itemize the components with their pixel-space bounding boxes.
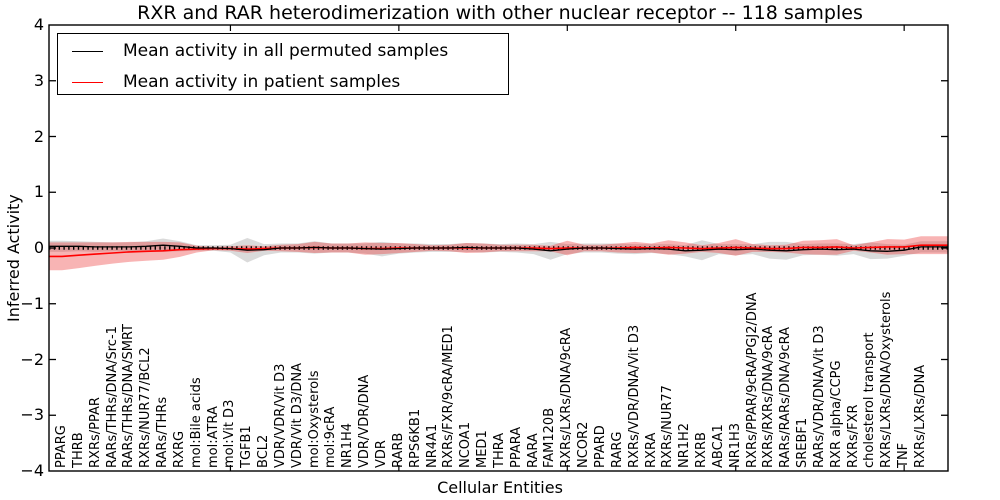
x-tick-label: NR4A1 [424, 423, 440, 468]
permuted-std-band [49, 238, 948, 263]
x-tick-label: PPARD [592, 425, 608, 468]
x-tick-label: RXRs/PPAR/9cRA/PGJ2/DNA [744, 292, 760, 469]
y-tick-label: 2 [33, 126, 44, 146]
y-tick-label: −4 [20, 461, 44, 480]
y-tick-label: −1 [20, 293, 44, 313]
y-tick-label: −2 [20, 349, 44, 369]
x-tick-label: RARs/THRs [155, 396, 171, 468]
y-tick-label: 4 [33, 15, 44, 34]
x-tick-label: mol:Vit D3 [222, 399, 238, 468]
x-tick-label: TNF [896, 442, 912, 468]
x-tick-label: mol:Oxysterols [306, 370, 322, 469]
x-tick-label: RARs/THRs/DNA/SMRT [121, 324, 137, 468]
legend-label: Mean activity in all permuted samples [123, 41, 449, 61]
x-tick-label: mol:ATRA [205, 406, 221, 468]
x-tick-label: RARs/VDR/DNA/Vit D3 [811, 325, 827, 468]
x-tick-label: RXRs/LXRs/DNA/Oxysterols [879, 291, 895, 468]
x-tick-label: RXRs/FXR/9cRA/MED1 [441, 325, 457, 468]
x-tick-label: RARA [525, 433, 541, 468]
x-tick-label: SREBF1 [795, 417, 811, 468]
x-tick-label: mol:Bile acids [188, 377, 204, 468]
y-tick-label: −3 [20, 405, 44, 425]
legend-entry-patient: Mean activity in patient samples [58, 70, 400, 94]
x-tick-label: NCOA1 [458, 422, 474, 468]
x-tick-label: RXRs/LXRs/DNA/9cRA [559, 327, 575, 468]
x-tick-label: RXRG [171, 430, 187, 468]
legend-entry-permuted: Mean activity in all permuted samples [58, 39, 448, 63]
patient-std-band [49, 236, 948, 271]
x-tick-label: FAM120B [542, 407, 558, 468]
x-tick-label: VDR/VDR/DNA [357, 374, 373, 468]
x-tick-label: RARG [609, 431, 625, 468]
x-tick-label: NR1H4 [340, 422, 356, 468]
x-tick-label: cholesterol transport [862, 332, 878, 468]
x-tick-label: MED1 [475, 430, 491, 468]
x-tick-label: RXRs/PPAR [87, 397, 103, 468]
x-tick-label: RXRs/NUR77/BCL2 [138, 347, 154, 468]
x-tick-label: NR1H2 [677, 422, 693, 468]
x-tick-label: RARB [390, 432, 406, 468]
x-tick-label: RARs/RARs/DNA/9cRA [778, 327, 794, 468]
permuted-mean-line [49, 244, 948, 252]
x-tick-label: TGFB1 [239, 425, 255, 468]
x-tick-label: PPARG [54, 425, 69, 468]
y-tick-label: 1 [33, 182, 44, 202]
legend-line-black-icon [72, 50, 103, 52]
x-tick-label: VDR/VDR/Vit D3 [272, 363, 288, 468]
y-tick-label: 0 [33, 238, 44, 257]
x-tick-label: RXRs/LXRs/DNA [913, 364, 928, 468]
legend-box: Mean activity in all permuted samples Me… [57, 33, 509, 95]
x-tick-label: mol:9cRA [323, 406, 339, 468]
x-tick-label: RXRA [643, 432, 659, 468]
legend-label: Mean activity in patient samples [123, 72, 401, 92]
x-tick-label: VDR [374, 440, 390, 468]
x-tick-label: THRA [491, 432, 507, 468]
x-tick-label: NR1H3 [727, 422, 743, 468]
x-tick-label: RXRB [694, 432, 710, 468]
x-tick-label: ABCA1 [710, 424, 726, 468]
x-tick-label: PPARA [508, 426, 524, 468]
x-tick-label: RXR alpha/CCPG [828, 360, 844, 468]
x-tick-label: VDR/Vit D3/DNA [289, 362, 305, 468]
legend-line-red-icon [72, 81, 103, 83]
x-tick-label: RXRs/RXRs/DNA/9cRA [761, 325, 777, 468]
chart-title: RXR and RAR heterodimerization with othe… [137, 2, 863, 24]
x-tick-label: BCL2 [256, 434, 272, 468]
x-tick-label: RXRs/VDR/DNA/Vit D3 [626, 324, 642, 468]
x-tick-label: RARs/THRs/DNA/Src-1 [104, 326, 120, 468]
x-axis-label: Cellular Entities [437, 478, 563, 497]
x-tick-label: RXRs/NUR77 [660, 385, 676, 468]
x-tick-label: THRB [70, 432, 86, 468]
x-tick-label: NCOR2 [576, 421, 592, 468]
x-tick-label: RXRs/FXR [845, 404, 861, 468]
x-tick-label: RPS6KB1 [407, 408, 423, 468]
y-tick-label: 3 [33, 70, 44, 90]
